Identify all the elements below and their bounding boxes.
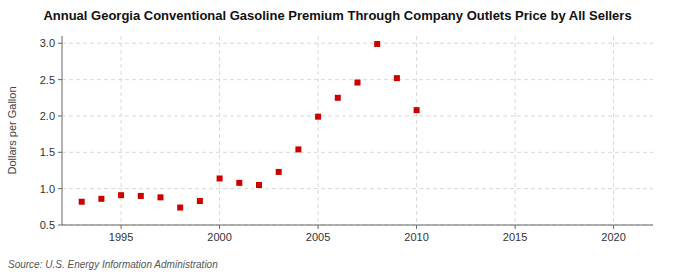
y-tick [58,225,62,226]
point [138,193,144,199]
point [98,196,104,202]
y-tick [58,152,62,153]
x-tick-label: 2015 [503,231,527,243]
x-tick [318,225,319,229]
y-grid-line [62,152,653,153]
point [118,192,124,198]
y-tick-label: 3.0 [40,37,55,49]
y-tick-label: 2.5 [40,74,55,86]
y-tick-label: 1.5 [40,146,55,158]
source-note: Source: U.S. Energy Information Administ… [8,259,218,270]
y-tick-label: 2.0 [40,110,55,122]
x-grid-line [613,36,614,225]
x-tick-label: 2000 [207,231,231,243]
x-tick [219,225,220,229]
x-grid-line [219,36,220,225]
point [177,205,183,211]
point [414,107,420,113]
point [79,199,85,205]
point [335,95,341,101]
y-tick [58,188,62,189]
point [315,114,321,120]
y-tick [58,115,62,116]
y-grid-line [62,115,653,116]
point [355,80,361,86]
chart: 1995 2000 2005 2010 2015 2020 0.5 1.0 1.5 2.0 2.5 3… [0,0,675,275]
y-tick [58,43,62,44]
point [236,180,242,186]
point [256,182,262,188]
point [295,146,301,152]
x-tick [515,225,516,229]
point [374,41,380,47]
x-grid-line [318,36,319,225]
x-tick [121,225,122,229]
x-tick-label: 2005 [306,231,330,243]
y-grid-line [62,43,653,44]
x-tick-label: 1995 [109,231,133,243]
x-grid-line [515,36,516,225]
point [276,169,282,175]
x-tick [416,225,417,229]
point [217,175,223,181]
y-tick-label: 1.0 [40,183,55,195]
y-grid-line [62,225,653,226]
x-tick [613,225,614,229]
y-tick-label: 0.5 [40,219,55,231]
y-axis-line [62,36,63,225]
x-axis-line [62,225,653,226]
points [79,41,420,211]
y-tick [58,79,62,80]
point [197,198,203,204]
point [394,75,400,81]
y-grid-line [62,188,653,189]
x-tick-label: 2010 [404,231,428,243]
grid [62,36,653,225]
x-grid-line [416,36,417,225]
y-axis-label: Dollars per Gallon [6,86,18,174]
title: Annual Georgia Conventional Gasoline Pre… [43,8,631,23]
point [158,194,164,200]
x-tick-label: 2020 [601,231,625,243]
